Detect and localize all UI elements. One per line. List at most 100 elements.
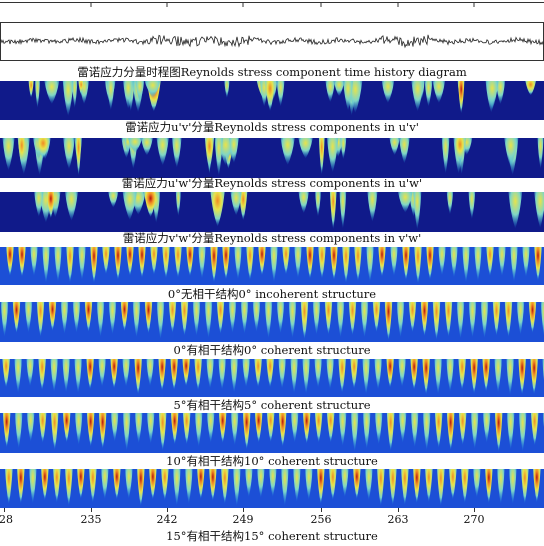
heatmap-blob — [312, 302, 321, 335]
heatmap-blob — [454, 138, 466, 164]
heatmap-blob — [480, 302, 489, 339]
heatmap-blob — [374, 413, 383, 445]
heatmap-blob — [390, 247, 398, 277]
heatmap-blob — [386, 359, 394, 388]
x-tick-label: 249 — [232, 513, 254, 526]
heatmap-blob — [276, 302, 285, 334]
x-tick-label: 235 — [80, 513, 102, 526]
heatmap-blob — [329, 192, 337, 230]
caption-15deg-coherent: 15°有相干结构15° coherent structure — [166, 529, 378, 543]
heatmap-blob — [156, 302, 165, 340]
heatmap-blob — [34, 192, 44, 217]
heatmap-blob — [424, 81, 433, 107]
heatmap-blob — [278, 413, 287, 447]
heatmap-blob — [350, 359, 358, 389]
heatmap-blob — [229, 138, 239, 164]
heatmap-blob — [245, 469, 253, 498]
heatmap-blob — [504, 302, 513, 338]
heatmap-blob — [186, 247, 194, 277]
x-tick-mark — [398, 508, 399, 512]
heatmap-blob — [534, 247, 542, 281]
heatmap-blob — [330, 247, 338, 281]
heatmap-blob — [182, 413, 191, 445]
heatmap-blob — [360, 302, 369, 338]
heatmap-blob — [206, 413, 215, 443]
heatmap-blob — [254, 359, 262, 388]
heatmap-blob — [264, 302, 273, 339]
heatmap-blob — [185, 469, 193, 504]
heatmap-blob — [90, 247, 98, 284]
heatmap-blob — [146, 359, 154, 387]
heatmap-blob — [96, 302, 105, 338]
x-tick-label: 263 — [387, 513, 409, 526]
heatmap-blob — [521, 469, 529, 504]
heatmap-blob — [102, 247, 110, 275]
heatmap-blob — [282, 247, 290, 275]
heatmap-blob — [408, 302, 417, 333]
heatmap-blob — [386, 413, 395, 451]
heatmap-blob — [62, 413, 71, 443]
heatmap-blob — [458, 81, 465, 114]
heatmap-blob — [146, 413, 155, 444]
heatmap-blob — [54, 247, 62, 283]
heatmap-blob — [485, 469, 493, 504]
heatmap-blob — [486, 247, 494, 277]
heatmap-0deg-incoherent — [0, 302, 544, 342]
heatmap-blob — [214, 138, 223, 176]
heatmap-blob — [302, 413, 311, 444]
heatmap-blob — [2, 359, 10, 388]
heatmap-blob — [17, 138, 26, 167]
heatmap-blob — [537, 138, 544, 170]
heatmap-blob — [444, 302, 453, 337]
heatmap-blob — [228, 302, 237, 334]
signal-line — [0, 34, 544, 49]
heatmap-blob — [348, 302, 357, 336]
heatmap-blob — [240, 302, 249, 334]
heatmap-blob — [204, 138, 214, 171]
heatmap-blob — [258, 247, 266, 276]
heatmap-blob — [209, 469, 217, 501]
heatmap-blob — [78, 247, 86, 281]
caption-0deg-coherent: 0°有相干结构0° coherent structure — [173, 343, 371, 357]
heatmap-blob — [516, 302, 525, 335]
heatmap-blob — [384, 302, 393, 341]
heatmap-blob — [123, 81, 134, 109]
heatmap-blob — [26, 359, 34, 387]
x-tick-label: 28 — [0, 513, 13, 526]
heatmap-reynolds-time-history — [0, 81, 544, 120]
heatmap-blob — [302, 359, 310, 395]
heatmap-blob — [398, 413, 407, 444]
heatmap-blob — [230, 359, 238, 393]
heatmap-blob — [14, 359, 22, 394]
heatmap-blob — [438, 247, 446, 276]
heatmap-blob — [62, 359, 70, 393]
time-history-signal-panel — [0, 0, 544, 62]
heatmap-blob — [257, 469, 265, 498]
heatmap-0deg-coherent — [0, 359, 544, 397]
heatmap-blob — [446, 192, 454, 215]
heatmap-blob — [398, 192, 413, 213]
heatmap-blob — [2, 138, 15, 171]
heatmap-blob — [365, 469, 373, 501]
heatmap-blob — [506, 413, 515, 450]
heatmap-blob — [446, 413, 455, 451]
heatmap-blob — [281, 469, 289, 506]
heatmap-blob — [126, 247, 134, 277]
heatmap-blob — [120, 302, 129, 332]
x-tick-mark — [4, 508, 5, 512]
heatmap-blob — [325, 81, 335, 103]
heatmap-blob — [36, 138, 50, 159]
heatmap-blob — [306, 247, 314, 280]
heatmap-blob — [35, 81, 40, 109]
heatmap-blob — [326, 359, 334, 390]
heatmap-blob — [422, 413, 431, 451]
heatmap-blob — [456, 302, 465, 339]
heatmap-blob — [242, 413, 251, 450]
heatmap-blob — [510, 247, 518, 282]
heatmap-blob — [65, 469, 73, 506]
heatmap-blob — [497, 469, 505, 505]
heatmap-blob — [509, 469, 517, 505]
heatmap-blob — [402, 247, 410, 281]
heatmap-blob — [473, 469, 481, 498]
heatmap-blob — [161, 469, 169, 501]
